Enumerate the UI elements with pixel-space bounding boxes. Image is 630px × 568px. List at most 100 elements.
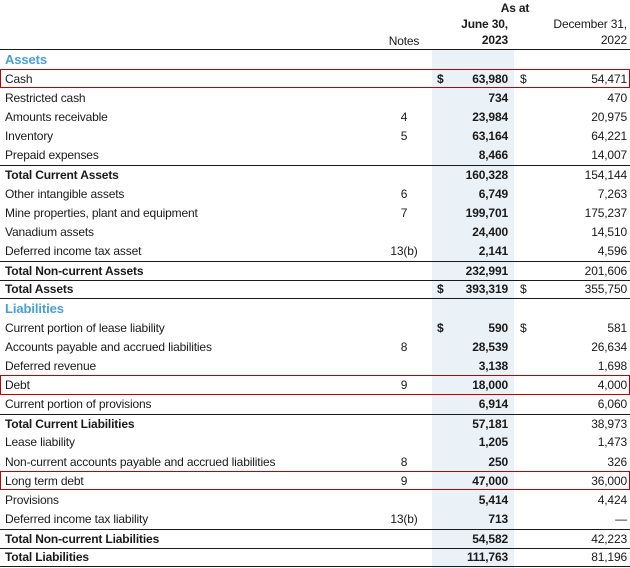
row-label: Restricted cash [5,90,86,105]
row-label: Non-current accounts payable and accrued… [5,454,276,469]
dollar-sign: $ [437,282,444,297]
amount-2023: 23,984 [472,109,508,124]
notes-column-header: Notes [388,34,420,48]
row-label: Mine properties, plant and equipment [5,205,198,220]
row-prepaid-expenses: Prepaid expenses 8,466 14,007 [0,146,630,165]
note-cell: 9 [400,473,408,488]
amount-2023: 63,164 [472,129,508,144]
value-2023: 734 [432,91,514,105]
value-2022: 36,000 [514,474,630,488]
col-header-june-30-2023: June 30, 2023 [418,17,508,48]
highlighted-row-debt: Debt 9 18,000 4,000 [0,375,630,394]
value-2022: 4,596 [514,244,630,258]
row-label: Assets [5,52,48,68]
row-label: Prepaid expenses [5,148,99,163]
row-label: Cash [5,71,33,86]
dollar-sign: $ [437,71,444,86]
amount-2023: 54,582 [472,531,508,546]
value-2022: 26,634 [514,340,630,354]
amount-2023: 232,991 [465,263,508,278]
amount-2023: 57,181 [472,416,508,431]
note-cell: 5 [400,129,408,144]
row-deferred-revenue: Deferred revenue 3,138 1,698 [0,356,630,375]
row-vanadium-assets: Vanadium assets 24,400 14,510 [0,222,630,241]
row-deferred-income-tax-asset: Deferred income tax asset 13(b) 2,141 4,596 [0,241,630,260]
dollar-sign: $ [520,71,527,86]
amount-2023: 250 [488,454,508,469]
row-label: Deferred revenue [5,358,96,373]
value-2022: 14,510 [514,225,630,239]
value-2023: 160,328 [432,168,514,182]
amount-2022: 42,223 [591,531,627,546]
row-total-current-assets: Total Current Assets 160,328 154,144 [0,164,630,184]
value-2023: 23,984 [432,110,514,124]
amount-2022: 6,060 [597,397,627,412]
col-header-2023-line1: June 30, [461,17,508,31]
note-cell: 13(b) [390,511,418,526]
value-2023: 47,000 [432,474,514,488]
value-2023: 8,466 [432,148,514,162]
value-2022: 175,237 [514,206,630,220]
amount-2022: 470 [607,90,627,105]
value-2022: 154,144 [514,168,630,182]
amount-2022: 14,007 [591,148,627,163]
row-total-non-current-assets: Total Non-current Assets 232,991 201,606 [0,260,630,280]
value-2022: 6,060 [514,397,630,411]
value-2023: 250 [432,455,514,469]
value-2022: 7,263 [514,187,630,201]
row-label: Lease liability [5,435,75,450]
col-header-2022-line1: December 31, [553,17,627,31]
value-2023: 63,164 [432,129,514,143]
col-header-december-31-2022: December 31, 2022 [514,17,627,48]
amount-2022: 54,471 [591,71,627,86]
amount-2023: 47,000 [472,473,508,488]
amount-2022: 26,634 [591,339,627,354]
row-label: Total Non-current Assets [5,263,144,278]
value-2022: 1,473 [514,435,630,449]
amount-2023: 590 [488,320,508,335]
value-2022: 38,973 [514,417,630,431]
current-period-column-shade [432,50,514,568]
value-2022: $355,750 [514,282,630,296]
amount-2023: 6,749 [478,186,508,201]
value-2022: 42,223 [514,532,630,546]
value-2023: 2,141 [432,244,514,258]
row-accounts-payable-and-accrued-liabilities: Accounts payable and accrued liabilities… [0,337,630,356]
note-cell: 7 [400,205,408,220]
amount-2022: 20,975 [591,109,627,124]
row-total-liabilities: Total Liabilities 111,763 81,196 [0,547,630,567]
row-other-intangible-assets: Other intangible assets 6 6,749 7,263 [0,184,630,203]
value-2023: $63,980 [432,72,514,86]
col-header-2022-line2: 2022 [600,32,627,47]
value-2022: 201,606 [514,264,630,278]
note-cell: 4 [400,109,408,124]
value-2023: 18,000 [432,378,514,392]
amount-2022: 154,144 [584,167,627,182]
amount-2023: 713 [488,511,508,526]
amount-2023: 28,539 [472,339,508,354]
value-2022: $581 [514,321,630,335]
row-inventory: Inventory 5 63,164 64,221 [0,127,630,146]
amount-2022: 81,196 [591,550,627,565]
row-non-current-accounts-payable-and-accrued-liabilities: Non-current accounts payable and accrued… [0,452,630,471]
value-2022: — [514,512,630,526]
row-label: Current portion of provisions [5,397,152,412]
amount-2022: 1,698 [597,358,627,373]
amount-2022: 1,473 [597,435,627,450]
section-header-assets: Assets [0,50,630,69]
col-header-2023-line2: 2023 [481,32,508,47]
row-lease-liability: Lease liability 1,205 1,473 [0,433,630,452]
note-cell: 6 [400,186,408,201]
value-2023: $393,319 [432,282,514,296]
value-2023: 232,991 [432,264,514,278]
value-2022: 81,196 [514,550,630,564]
value-2023: 54,582 [432,532,514,546]
row-provisions: Provisions 5,414 4,424 [0,490,630,509]
amount-2022: 4,596 [597,243,627,258]
row-total-assets: Total Assets $393,319 $355,750 [0,279,630,299]
section-header-liabilities: Liabilities [0,299,630,318]
amount-2023: 8,466 [478,148,508,163]
amount-2022: 14,510 [591,224,627,239]
value-2023: 713 [432,512,514,526]
